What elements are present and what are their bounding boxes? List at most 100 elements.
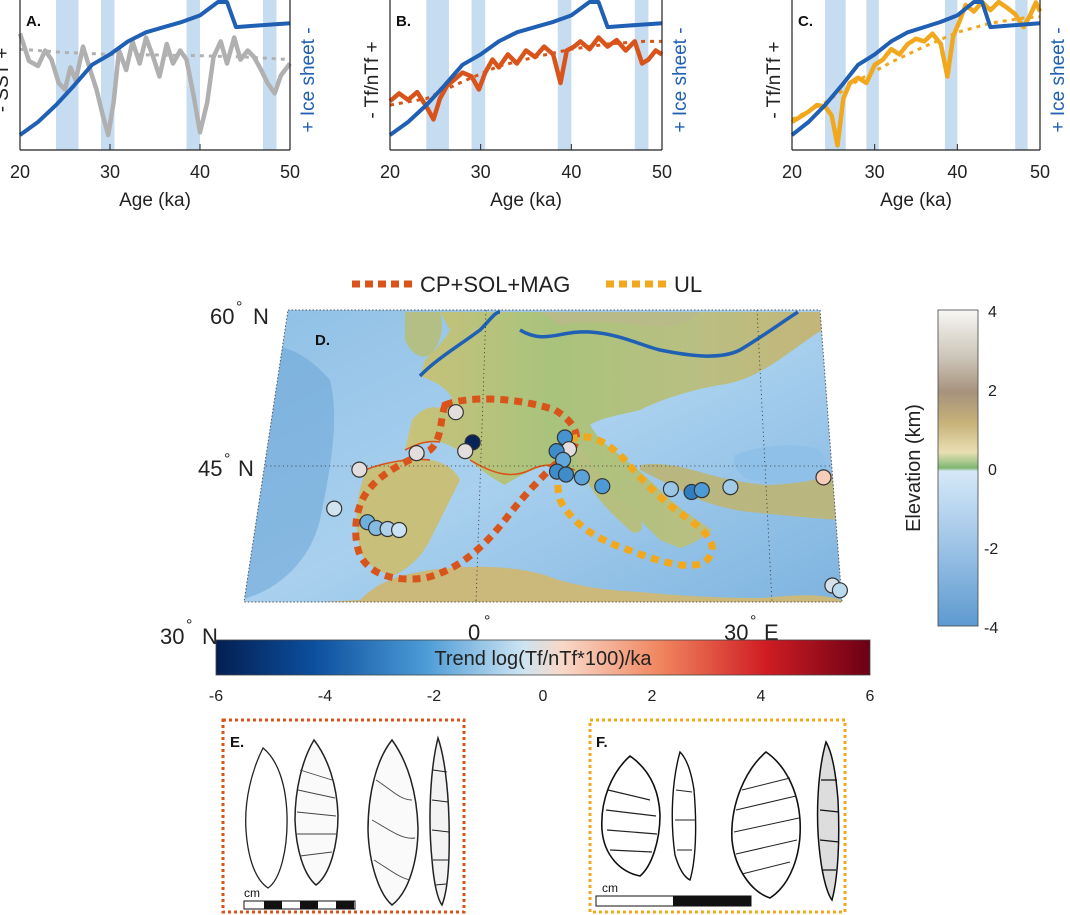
land-balkans (640, 463, 842, 520)
site-point-8 (351, 461, 368, 478)
envelope-cp-sol-mag (352, 395, 580, 583)
lon-30-degree: ° (750, 613, 756, 630)
panel-f-frame (588, 718, 847, 914)
panel-b-xtick-label-30: 30 (471, 162, 491, 182)
lat-30-value: 30 (160, 624, 184, 649)
panel-c-band-3 (1015, 0, 1028, 150)
panel-a-xtick-label-40: 40 (190, 162, 210, 182)
black-sea (733, 445, 827, 484)
panel-c-ylabel-right: + Ice sheet - (1048, 27, 1069, 132)
site-point-16 (722, 479, 739, 496)
lat-45-value: 45 (198, 456, 222, 481)
panel-a-proxy-trend-line (19, 47, 291, 62)
graticule-lon-30 (756, 309, 773, 603)
panel-c-ylabel-left: - Tf/nTf + (764, 41, 785, 118)
envelope-ul (554, 433, 716, 569)
land-britain (405, 312, 442, 357)
lat-30-suffix: N (202, 624, 218, 649)
panel-c-band-1 (866, 0, 879, 150)
panel-b-xtick-label-50: 50 (652, 162, 672, 182)
panel-c-proxy-trend-line (791, 15, 1041, 121)
tool-f4-hatch (819, 779, 840, 871)
trend-tick-2: -2 (427, 688, 441, 705)
site-points (326, 404, 849, 599)
elevation-tick-neg4: -4 (984, 620, 998, 637)
site-point-10 (557, 466, 575, 483)
land-africa (244, 566, 842, 602)
panel-b-band-2 (557, 0, 572, 150)
panel-a-xtick-label-50: 50 (280, 162, 300, 182)
tool-e2 (294, 738, 339, 886)
elevation-colorbar: 4 2 0 -2 -4 Elevation (km) (903, 304, 998, 637)
legend-label-cp: CP+SOL+MAG (420, 272, 570, 297)
tool-e4 (429, 735, 450, 907)
trend-label: Trend log(Tf/nTf*100)/ka (434, 648, 652, 670)
panel-e-frame (221, 718, 466, 914)
panel-b-xlabel: Age (ka) (490, 190, 562, 211)
lon-label-0: 0 ° (468, 613, 490, 645)
panel-a-ice-sheet-line (18, 0, 291, 137)
trend-tick-0: -6 (209, 688, 223, 705)
trend-gradient (215, 639, 871, 676)
panel-a-letter: A. (26, 13, 41, 30)
site-point-24 (831, 582, 849, 599)
trend-tick-4: 2 (648, 688, 657, 705)
ice-sheet-limit (418, 310, 799, 378)
map-frame (243, 309, 843, 603)
lon-30-suffix: E (764, 620, 779, 645)
panel-c-proxy-line (790, 0, 1043, 148)
land-scandinavia (540, 312, 700, 327)
panel-a-xlabel: Age (ka) (119, 190, 191, 211)
map-panel: D. 60 ° N 45 ° N 30 ° N 0 ° 30 ° E (160, 299, 849, 649)
lat-label-30: 30 ° N (160, 617, 218, 649)
panel-b-chart: 20 30 40 50 Age (ka) - Tf/nTf + + Ice sheet - B… (362, 0, 691, 211)
elevation-label: Elevation (km) (903, 404, 925, 532)
map-legend: CP+SOL+MAG UL (352, 272, 702, 297)
panel-b-ylabel-right: + Ice sheet - (670, 27, 691, 132)
panel-a-xtick-label-20: 20 (10, 162, 30, 182)
panel-b-proxy-trend-line (389, 39, 662, 107)
elevation-gradient (937, 309, 979, 627)
panel-a-ylabel-right: + Ice sheet - (298, 27, 319, 132)
panel-f-artifacts: F. cm (588, 718, 847, 914)
trend-tick-6: 6 (866, 688, 875, 705)
panel-b-band-0 (426, 0, 449, 150)
panel-b-ice-sheet-line (388, 0, 663, 137)
panel-c-chart: 20 30 40 50 Age (ka) - Tf/nTf + + Ice sheet - C… (764, 0, 1069, 211)
lat-60-value: 60 (210, 304, 234, 329)
lat-60-suffix: N (253, 304, 269, 329)
site-point-17 (815, 469, 832, 486)
panel-e-artifacts: E. cm (221, 718, 466, 914)
panel-e-scale-unit: cm (244, 886, 260, 900)
panel-b-band-3 (634, 0, 649, 150)
elevation-tick-0: 0 (988, 462, 997, 479)
site-point-12 (594, 478, 611, 495)
site-point-11 (573, 469, 591, 486)
panel-c-xtick-label-50: 50 (1030, 162, 1050, 182)
tool-e1 (245, 746, 288, 889)
site-point-15 (693, 482, 710, 499)
site-point-1 (408, 445, 425, 462)
legend-label-ul: UL (674, 272, 702, 297)
site-point-13 (662, 481, 680, 498)
panel-c-xtick-label-40: 40 (947, 162, 967, 182)
panel-b-proxy-line (388, 35, 664, 122)
elevation-tick-2: 2 (988, 383, 997, 400)
tool-e2-hatch (296, 769, 337, 857)
tool-f1-hatch (605, 789, 658, 853)
trend-tick-1: -4 (318, 688, 332, 705)
site-point-18 (326, 500, 343, 517)
lat-45-degree: ° (224, 451, 230, 468)
panel-c-letter: C. (798, 13, 813, 30)
lon-label-30: 30 ° E (724, 613, 779, 645)
trend-ticks: -6 -4 -2 0 2 4 6 (209, 688, 875, 705)
panel-a-band-3 (263, 0, 277, 150)
trend-tick-3: 0 (539, 688, 548, 705)
panel-b-letter: B. (396, 13, 411, 30)
panel-c-xtick-label-30: 30 (865, 162, 885, 182)
panel-b-xtick-label-40: 40 (561, 162, 581, 182)
panel-b-xtick-label-20: 20 (380, 162, 400, 182)
trend-tick-5: 4 (757, 688, 766, 705)
land-iberia (356, 459, 460, 575)
